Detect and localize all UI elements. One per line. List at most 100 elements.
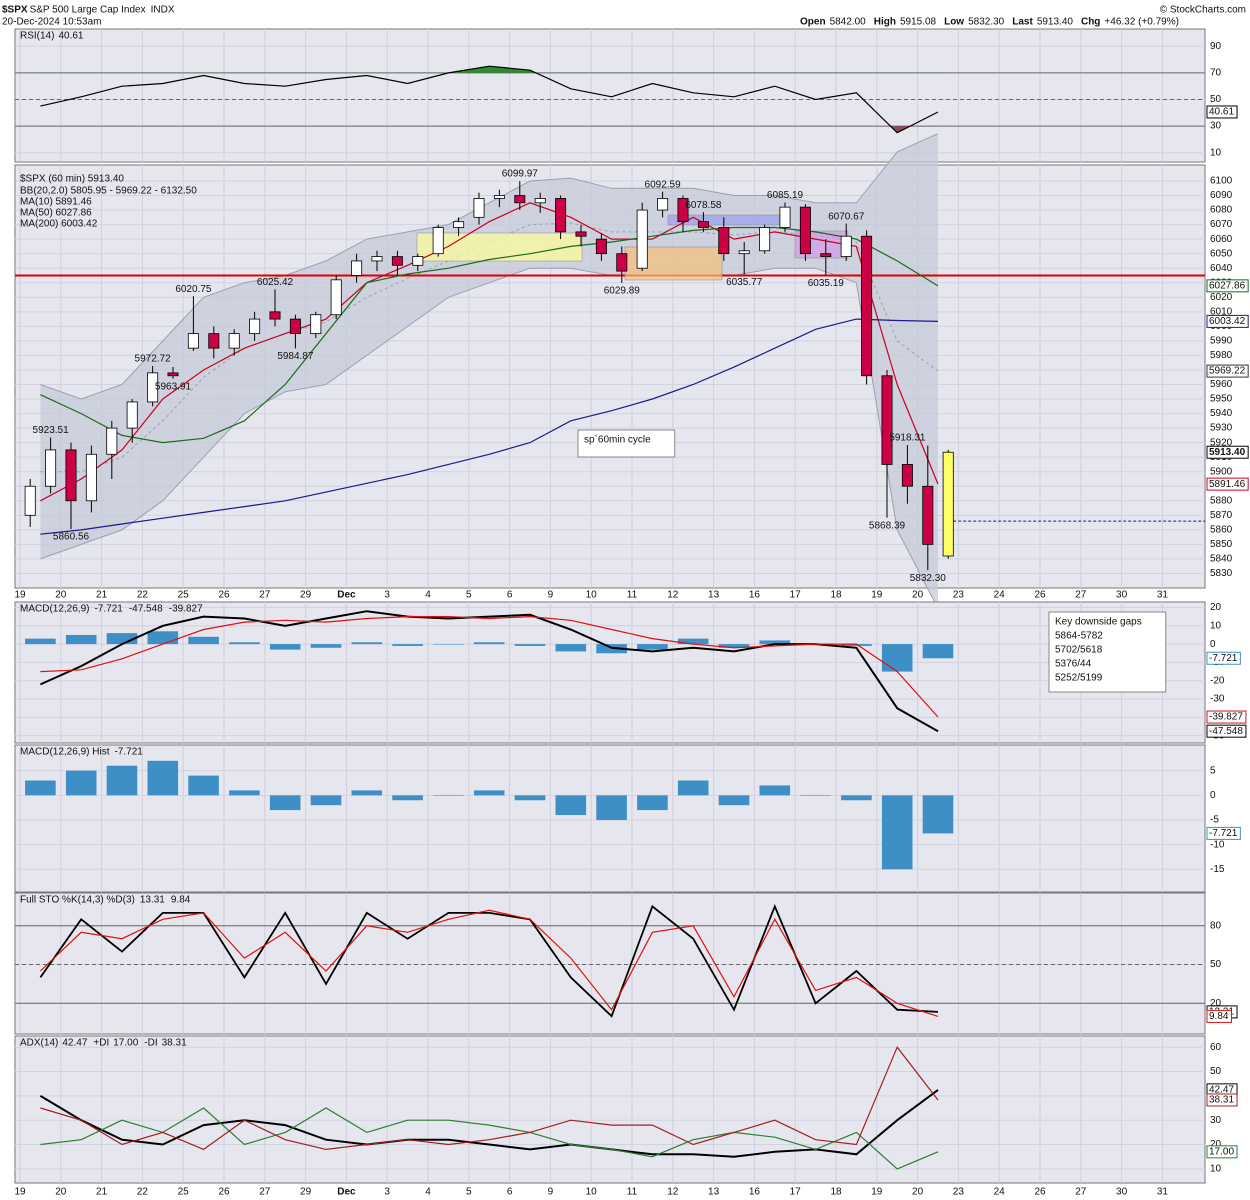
candle-body [453,221,465,228]
legend-value: 17.00 [113,1038,138,1049]
y-tick-label: -20 [1210,675,1225,686]
histogram-bar [677,780,709,796]
x-tick-label: 24 [994,1187,1006,1198]
x-tick-label: 10 [586,590,598,601]
x-tick-label: 17 [790,590,802,601]
y-tick-label: -10 [1210,839,1225,850]
y-tick-label: 0 [1210,790,1216,801]
legend-name: -DI [144,1038,157,1049]
y-tick-label: 5880 [1210,495,1233,506]
histogram-bar [922,644,954,659]
price-label: 6035.77 [726,277,763,288]
x-tick-label: 13 [708,590,720,601]
y-tick-label: 5850 [1210,539,1233,550]
histogram-bar [65,634,97,645]
annotation-text: 5864-5782 [1055,631,1103,642]
y-tick-label: -30 [1210,694,1225,705]
y-tick-label: 6010 [1210,306,1233,317]
candle-body [126,401,138,429]
x-tick-label: 20 [55,1187,67,1198]
panel-background [14,1035,1206,1184]
candle-body [269,311,281,320]
candle-body [432,227,444,255]
y-tick-label: 50 [1210,959,1222,970]
value-box-label: -39.827 [1209,712,1243,723]
y-tick-label: 5940 [1210,408,1233,419]
histogram-bar [555,795,587,816]
y-tick-label: 5960 [1210,379,1233,390]
x-tick-label: 31 [1157,590,1169,601]
value-box-label: -7.721 [1209,828,1238,839]
y-tick-label: 6050 [1210,248,1233,259]
value-box-label: -7.721 [1209,653,1238,664]
price-label: 6092.59 [645,179,682,190]
histogram-bar [473,642,505,645]
candle-body [85,453,97,502]
quote-label: Low [944,17,964,28]
y-tick-label: 5950 [1210,394,1233,405]
moving-average [40,202,939,502]
x-tick-label: 19 [14,590,26,601]
value-box [1206,1145,1238,1159]
series-line [40,1107,939,1170]
histogram-bar [718,795,750,806]
y-tick-label: -5 [1210,815,1219,826]
legend-value: 38.31 [162,1038,187,1049]
x-tick-label: 29 [300,590,312,601]
histogram-bar [229,790,260,796]
histogram-bar [473,790,505,796]
value-box [1206,364,1249,378]
histogram-bar [188,636,219,645]
candle-body [330,279,342,316]
x-tick-label: 19 [871,590,883,601]
y-tick-label: 10 [1210,1164,1222,1175]
candle-body [779,206,791,228]
value-box-label: 5969.22 [1209,366,1246,377]
series-line [39,1089,939,1158]
y-tick-label: 5920 [1210,437,1233,448]
legend-value: 40.61 [58,31,83,42]
value-box-label: 17.00 [1209,1146,1234,1157]
y-tick-label: 30 [1210,1115,1222,1126]
panel-background [14,28,1206,163]
x-tick-label: 22 [137,1187,149,1198]
legend-title: $SPX (60 min) 5913.40 [20,174,124,185]
bollinger-upper [40,133,939,400]
x-tick-label: 6 [507,1187,513,1198]
x-tick-label: 19 [14,1187,26,1198]
candle-body [697,221,709,228]
legend-value: -7.721 [94,604,123,615]
y-tick-label: 5930 [1210,423,1233,434]
moving-average [40,318,939,535]
value-box-label: 6027.86 [1209,280,1246,291]
candle-body [799,206,811,255]
x-tick-label: 20 [912,1187,924,1198]
price-label: 5918.31 [889,433,926,444]
candle-body [840,235,852,257]
legend-value: -7.721 [114,747,143,758]
y-tick-label: 5900 [1210,466,1233,477]
y-tick-label: 20 [1210,602,1222,613]
quote-label: Open [800,17,826,28]
level-fill [448,66,536,73]
x-tick-label: 17 [790,1187,802,1198]
value-box-label: 6003.42 [1209,316,1246,327]
x-tick-label: 24 [994,590,1006,601]
x-tick-label: 9 [548,590,554,601]
candle-body [534,198,546,204]
price-label: 6085.19 [767,190,804,201]
candle-body [208,333,220,349]
x-tick-label: 20 [55,590,67,601]
price-label: 6078.58 [685,200,722,211]
y-tick-label: 50 [1210,1066,1222,1077]
price-label: 6020.75 [175,284,212,295]
histogram-bar [514,795,546,801]
price-label: 5860.56 [53,532,90,543]
legend-value: 9.84 [171,895,191,906]
y-tick-label: 5990 [1210,336,1233,347]
source: © StockCharts.com [1160,5,1246,16]
candle-body [473,198,485,218]
y-tick-label: 6020 [1210,292,1233,303]
annotation-text: sp`60min cycle [584,434,651,446]
